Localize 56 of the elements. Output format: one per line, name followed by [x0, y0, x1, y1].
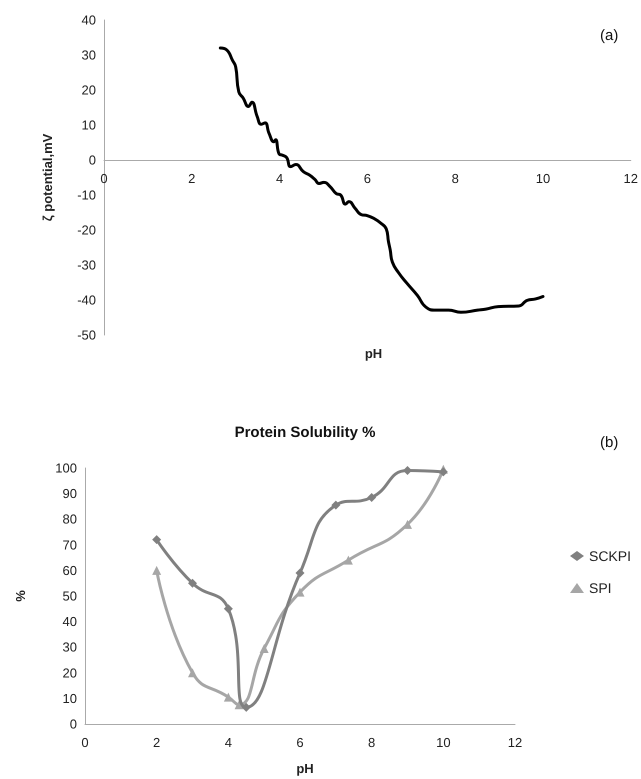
y-tick-label: 40	[62, 614, 77, 630]
x-tick-label: 4	[224, 735, 232, 750]
y-tick-label: 100	[55, 460, 77, 476]
y-tick-label: 40	[82, 12, 96, 28]
y-tick-label: 60	[62, 562, 77, 578]
point	[296, 568, 304, 578]
x-tick-label: 6	[296, 735, 304, 750]
point	[367, 492, 376, 502]
x-tick-label: 0	[100, 171, 108, 186]
y-tick-label: 30	[62, 640, 77, 655]
point	[224, 604, 233, 614]
point	[152, 566, 162, 575]
point	[331, 500, 340, 510]
point	[224, 692, 233, 702]
chart-title: Protein Solubility %	[234, 424, 376, 441]
y-tick-label: 70	[62, 537, 77, 552]
y-tick-label: 80	[62, 512, 77, 527]
point	[403, 466, 412, 476]
y-axis-title: ζ potential,mV	[40, 133, 55, 222]
text: (b)	[600, 434, 618, 451]
y-tick-label: -40	[77, 292, 96, 308]
y-tick-label: 30	[82, 48, 96, 62]
x-axis-title: pH	[296, 761, 314, 776]
point	[344, 556, 353, 565]
y-tick-label: 10	[82, 118, 96, 132]
point	[152, 535, 162, 544]
point	[188, 578, 197, 588]
point	[260, 644, 269, 653]
y-tick-label: -30	[77, 258, 96, 272]
x-tick-label: 12	[624, 171, 638, 186]
y-tick-label: -10	[77, 188, 96, 202]
y-tick-label: 0	[70, 716, 77, 732]
point	[242, 702, 251, 712]
y-tick-label: 10	[62, 690, 77, 706]
x-tick-label: 2	[188, 171, 196, 186]
x-tick-label: 6	[364, 171, 371, 186]
x-tick-label: 10	[536, 171, 550, 186]
y-tick-label: 20	[82, 82, 96, 98]
y-tick-label: 50	[62, 588, 77, 604]
y-tick-label: -50	[77, 328, 96, 342]
annotation: (a)	[600, 27, 618, 44]
y-tick-label: 20	[62, 665, 77, 680]
y-tick-label: -20	[77, 222, 96, 238]
x-tick-label: 8	[452, 171, 459, 186]
x-tick-label: 8	[368, 735, 376, 750]
y-tick-label: 90	[62, 486, 77, 502]
legend-label: SCKPI	[588, 548, 631, 564]
y-tick-label: 0	[88, 152, 96, 168]
x-axis-title: pH	[364, 346, 382, 361]
point	[188, 668, 197, 678]
x-tick-label: 2	[153, 735, 160, 750]
x-tick-label: 4	[276, 171, 284, 186]
legend-label: SPI	[588, 580, 612, 596]
x-tick-label: 10	[436, 735, 451, 750]
y-axis-title: %	[13, 590, 28, 602]
x-tick-label: 12	[508, 735, 522, 750]
